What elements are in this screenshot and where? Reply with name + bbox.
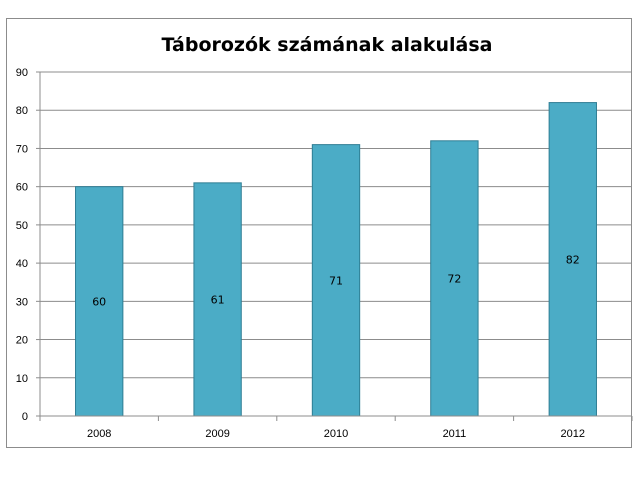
y-tick-label: 60 bbox=[16, 182, 28, 194]
data-label-2012: 82 bbox=[566, 253, 580, 266]
bar-2010 bbox=[311, 144, 361, 417]
y-tick-label: 50 bbox=[16, 220, 28, 232]
labels: 0 10 20 30 40 50 60 70 80 90 60 2008 61 2009 71 2010 72 2… bbox=[16, 67, 585, 440]
y-tick-label: 30 bbox=[16, 296, 28, 308]
data-label-2011: 72 bbox=[447, 272, 461, 285]
data-label-2008: 60 bbox=[92, 295, 106, 308]
y-tick-label: 20 bbox=[16, 335, 28, 347]
x-tick-label-2010: 2010 bbox=[324, 428, 348, 440]
data-label-2009: 61 bbox=[211, 293, 225, 306]
bar-2008 bbox=[75, 186, 124, 417]
x-tick-label-2012: 2012 bbox=[561, 428, 585, 440]
y-tick-label: 90 bbox=[16, 67, 28, 79]
axes bbox=[36, 71, 633, 421]
bar-2011 bbox=[430, 140, 479, 417]
bar-2009 bbox=[193, 182, 242, 417]
chart-title: Táborozók számának alakulása bbox=[161, 34, 493, 56]
y-tick-label: 0 bbox=[22, 411, 28, 423]
x-tick-label-2008: 2008 bbox=[87, 428, 111, 440]
data-label-2010: 71 bbox=[329, 274, 343, 287]
x-tick-label-2011: 2011 bbox=[443, 428, 467, 440]
x-tick-label-2009: 2009 bbox=[205, 428, 229, 440]
y-tick-label: 40 bbox=[16, 258, 28, 270]
y-tick-label: 10 bbox=[16, 373, 28, 385]
bars bbox=[75, 102, 597, 417]
y-tick-label: 80 bbox=[16, 105, 28, 117]
y-tick-label: 70 bbox=[16, 143, 28, 155]
